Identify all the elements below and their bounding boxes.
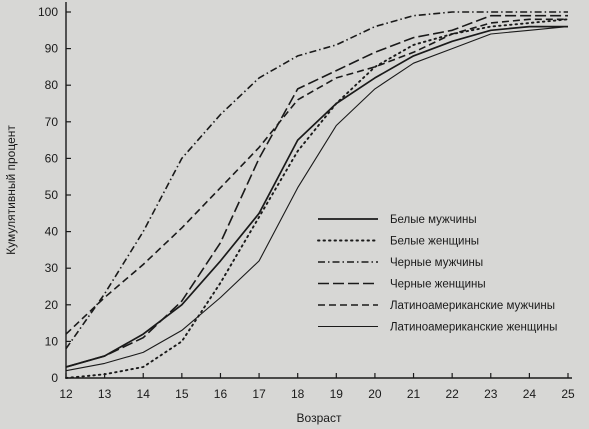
y-tick-label: 90 — [45, 42, 59, 56]
y-axis-title: Кумулятивный процент — [4, 125, 18, 255]
y-tick-label: 100 — [38, 5, 58, 19]
legend-label: Белые мужчины — [390, 214, 477, 226]
series-line-2 — [65, 18, 569, 379]
legend-label: Белые женщины — [390, 236, 479, 248]
y-tick-label: 20 — [45, 298, 59, 312]
x-tick-label: 22 — [445, 387, 459, 401]
x-axis-title: Возраст — [297, 411, 342, 425]
x-tick-label: 16 — [214, 387, 228, 401]
y-tick-label: 50 — [45, 188, 59, 202]
x-tick-label: 12 — [59, 387, 73, 401]
x-tick-label: 15 — [175, 387, 189, 401]
x-tick-label: 14 — [137, 387, 151, 401]
x-tick-label: 24 — [523, 387, 537, 401]
y-axis-ticks: 0 10 20 30 40 50 60 70 80 90 100 — [38, 5, 71, 385]
series-line-4 — [65, 14, 568, 368]
x-tick-label: 17 — [252, 387, 266, 401]
x-tick-label: 19 — [330, 387, 344, 401]
legend-label: Латиноамериканские мужчины — [390, 300, 555, 312]
x-tick-label: 20 — [368, 387, 382, 401]
series-line-1 — [65, 25, 568, 368]
series-lines — [65, 11, 569, 379]
x-tick-label: 21 — [407, 387, 421, 401]
x-tick-label: 18 — [291, 387, 305, 401]
x-tick-label: 13 — [98, 387, 112, 401]
series-line-5 — [65, 18, 568, 335]
legend-label: Черные женщины — [390, 279, 486, 291]
series-line-3 — [65, 11, 568, 350]
legend-label: Латиноамериканские женщины — [390, 322, 557, 334]
x-tick-label: 25 — [561, 387, 575, 401]
y-tick-label: 40 — [45, 225, 59, 239]
y-tick-label: 0 — [51, 371, 58, 385]
y-tick-label: 70 — [45, 115, 59, 129]
legend-label: Черные мужчины — [390, 257, 483, 269]
series-line-6 — [65, 26, 569, 372]
legend: Белые мужчины Белые женщины Черные мужчины… — [317, 214, 557, 334]
y-tick-label: 30 — [45, 261, 59, 275]
y-tick-label: 80 — [45, 78, 59, 92]
y-tick-label: 10 — [45, 334, 59, 348]
x-tick-label: 23 — [484, 387, 498, 401]
plot-area — [65, 2, 572, 379]
x-axis-ticks: 12 13 14 15 16 17 18 19 20 21 22 23 24 25 — [59, 373, 575, 401]
y-tick-label: 60 — [45, 151, 59, 165]
